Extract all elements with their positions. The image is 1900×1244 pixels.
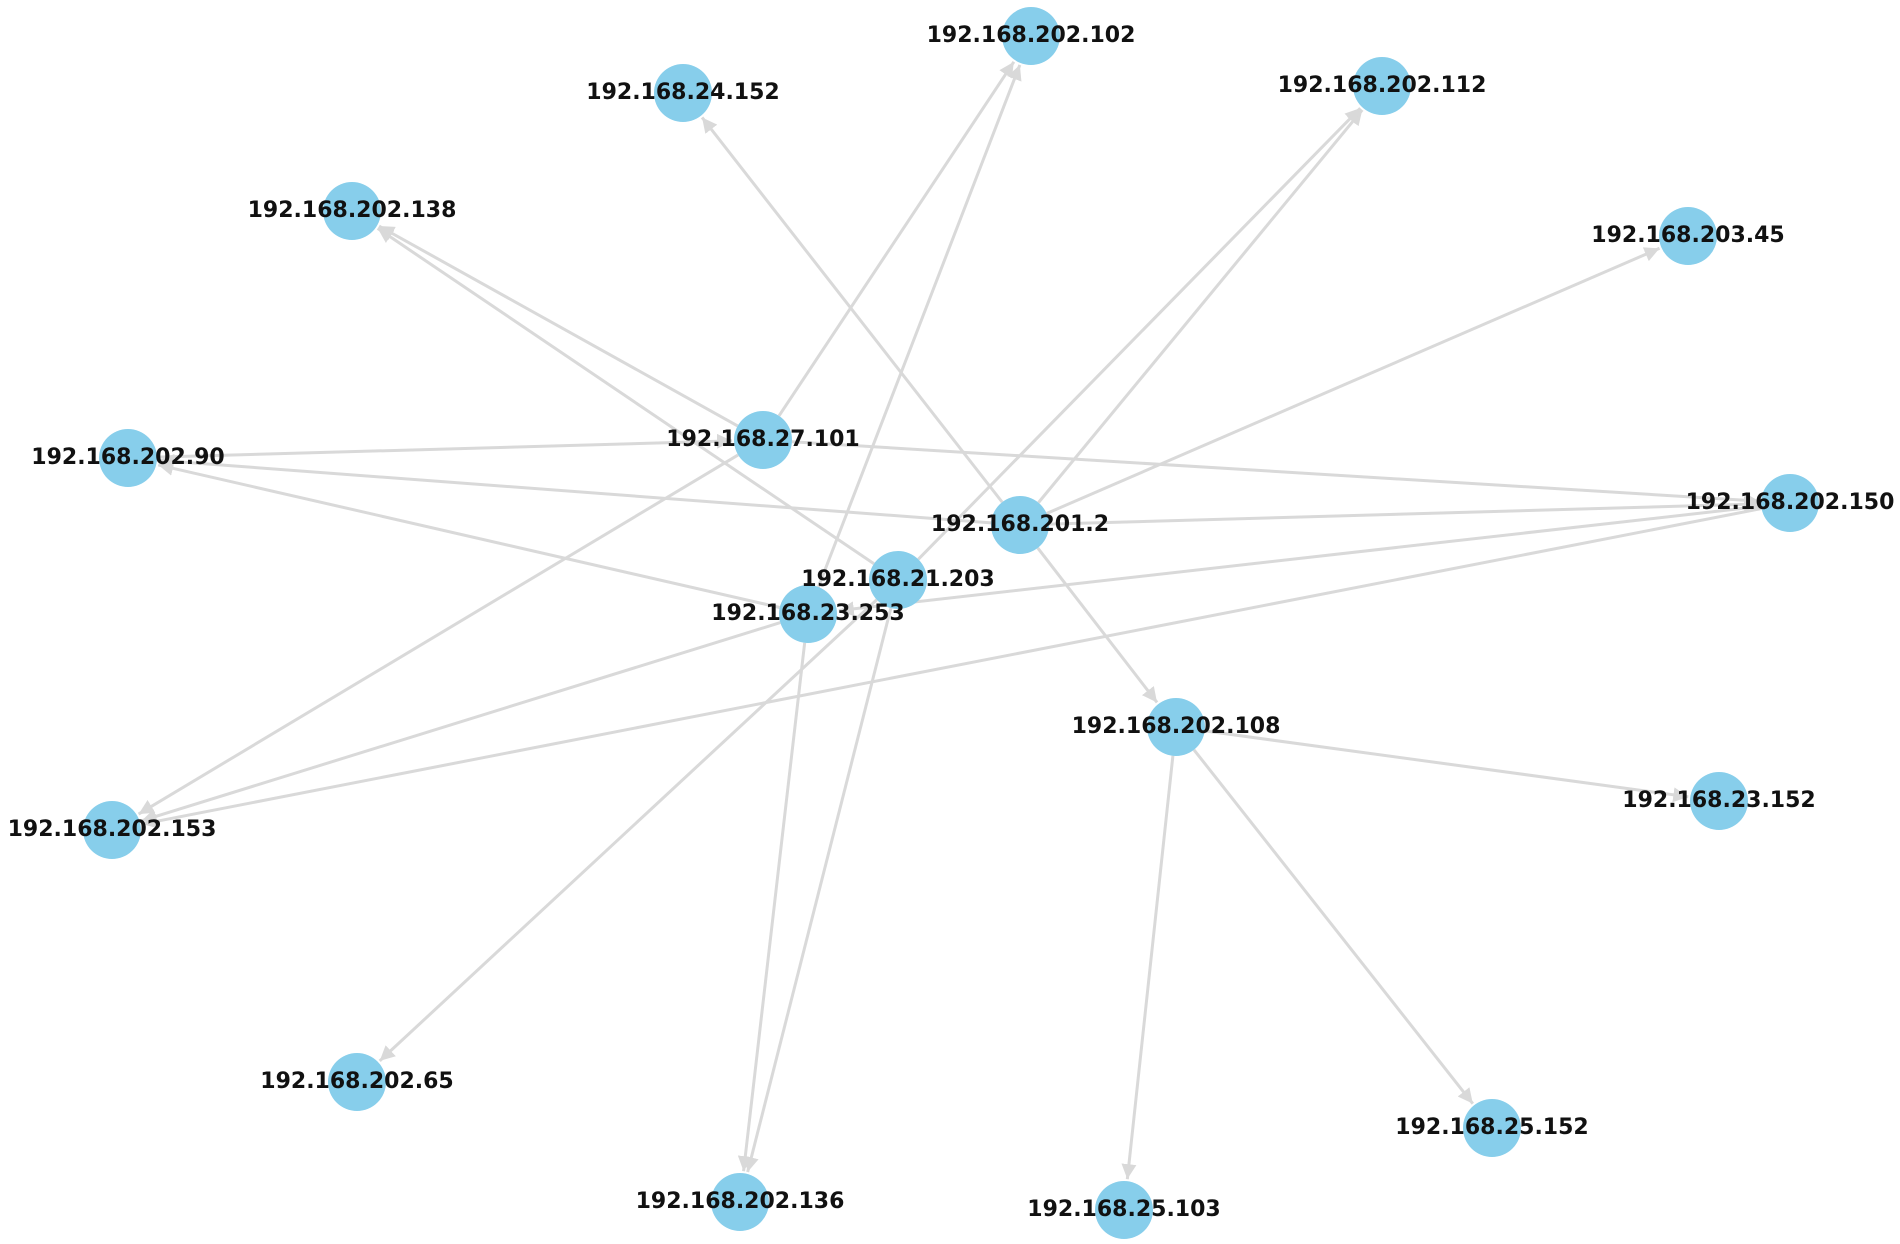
- nodes-layer: [83, 7, 1819, 1239]
- edge-n201_2-to-n24_152: [700, 116, 1004, 504]
- edge-n27_101-to-n202_150: [791, 440, 1760, 508]
- node-n27_101: [734, 411, 792, 469]
- edge-n201_2-to-n202_90: [158, 453, 992, 525]
- node-label-n202_138: 192.168.202.138: [248, 198, 457, 223]
- node-n25_103: [1095, 1181, 1153, 1239]
- node-n202_65: [328, 1053, 386, 1111]
- edge-n23_253-to-n202_90: [157, 460, 781, 609]
- edge-n202_150-to-n202_153: [142, 507, 1762, 829]
- node-n24_152: [654, 64, 712, 122]
- edge-n21_203-to-n202_65: [378, 598, 878, 1063]
- node-label-n21_203: 192.168.21.203: [801, 567, 994, 592]
- node-label-n202_65: 192.168.202.65: [260, 1069, 453, 1094]
- node-n21_203: [869, 551, 927, 609]
- edge-n27_101-to-n202_153: [137, 453, 739, 816]
- edges-layer: [137, 61, 1762, 1180]
- node-n202_90: [99, 429, 157, 487]
- node-n202_138: [323, 182, 381, 240]
- edge-n201_2-to-n202_112: [1037, 108, 1364, 504]
- edge-n27_101-to-n202_138: [378, 224, 739, 428]
- node-label-n202_136: 192.168.202.136: [636, 1189, 845, 1214]
- node-label-n23_152: 192.168.23.152: [1622, 788, 1815, 813]
- node-n23_253: [779, 585, 837, 643]
- labels-layer: 192.168.201.2 192.168.27.101 192.168.21.20…: [8, 23, 1895, 1222]
- edge-n27_101-to-n202_102: [777, 61, 1016, 417]
- node-label-n202_153: 192.168.202.153: [8, 817, 217, 842]
- node-label-n203_45: 192.168.203.45: [1591, 223, 1784, 248]
- edge-n23_253-to-n202_153: [141, 621, 781, 824]
- node-label-n202_102: 192.168.202.102: [927, 23, 1136, 48]
- edge-n202_108-to-n25_103: [1121, 755, 1175, 1180]
- edge-n23_253-to-n202_102: [817, 64, 1022, 588]
- node-n202_108: [1147, 698, 1205, 756]
- node-n23_152: [1690, 772, 1748, 830]
- edge-n201_2-to-n203_45: [1046, 246, 1661, 515]
- node-n25_152: [1463, 1099, 1521, 1157]
- edge-n21_203-to-n202_112: [917, 107, 1362, 561]
- node-n202_150: [1761, 474, 1819, 532]
- node-label-n201_2: 192.168.201.2: [931, 512, 1109, 537]
- edge-n21_203-to-n202_136: [744, 607, 893, 1173]
- node-n201_2: [991, 496, 1049, 554]
- node-label-n202_150: 192.168.202.150: [1686, 490, 1895, 515]
- edge-n202_150-to-n23_253: [838, 504, 1762, 617]
- edge-n202_108-to-n25_152: [1192, 748, 1474, 1105]
- node-label-n202_108: 192.168.202.108: [1072, 714, 1281, 739]
- edge-n201_2-to-n202_150: [1048, 496, 1760, 526]
- node-n202_102: [1002, 7, 1060, 65]
- edge-n202_90-to-n27_101: [156, 433, 733, 459]
- node-n203_45: [1659, 207, 1717, 265]
- edge-n201_2-to-n202_108: [1036, 547, 1159, 704]
- node-label-n202_90: 192.168.202.90: [31, 445, 224, 470]
- edge-n23_253-to-n202_136: [737, 642, 807, 1172]
- edge-n21_203-to-n202_138: [376, 227, 875, 566]
- node-label-n202_112: 192.168.202.112: [1278, 73, 1487, 98]
- node-n202_112: [1353, 57, 1411, 115]
- node-label-n24_152: 192.168.24.152: [586, 80, 779, 105]
- node-label-n23_253: 192.168.23.253: [711, 601, 904, 626]
- edge-n202_108-to-n23_152: [1204, 729, 1689, 803]
- node-n202_136: [711, 1173, 769, 1231]
- node-label-n25_103: 192.168.25.103: [1027, 1197, 1220, 1222]
- node-label-n25_152: 192.168.25.152: [1395, 1115, 1588, 1140]
- node-n202_153: [83, 801, 141, 859]
- node-label-n27_101: 192.168.27.101: [666, 427, 859, 452]
